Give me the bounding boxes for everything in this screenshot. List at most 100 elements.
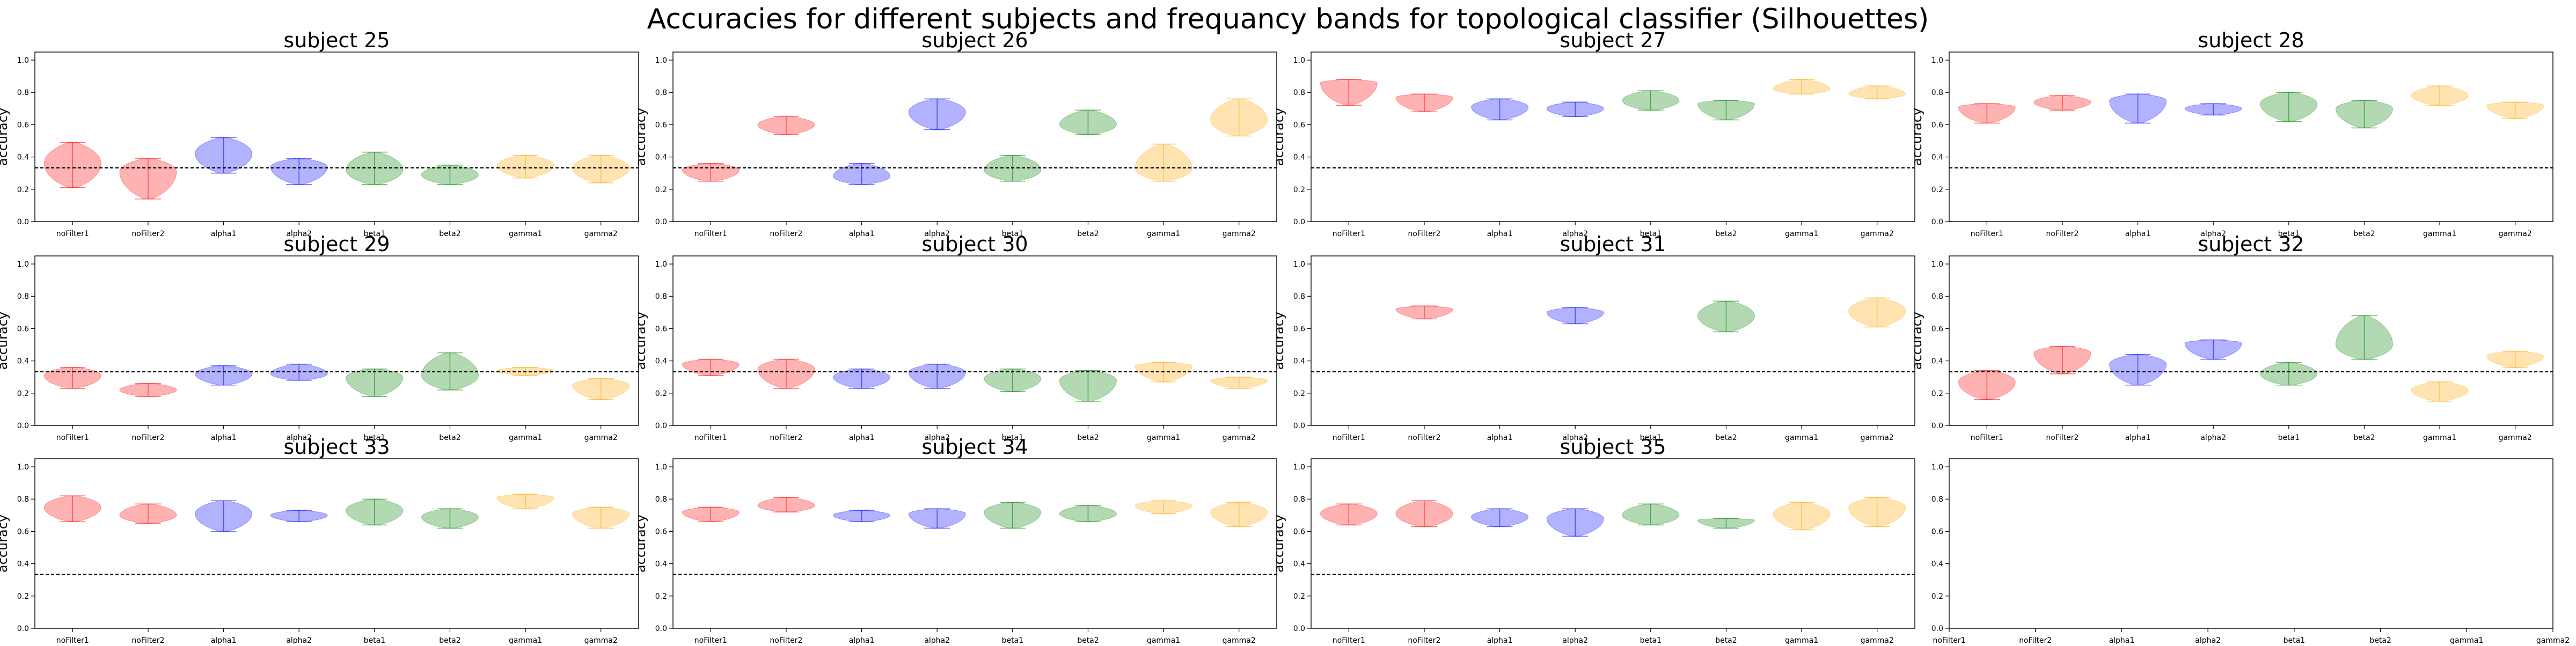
y-tick-label: 0.6 [17, 121, 29, 129]
y-tick-label: 1.0 [17, 56, 29, 65]
x-tick-label: alpha1 [2125, 230, 2151, 238]
y-tick-label: 1.0 [1931, 56, 1943, 65]
y-tick-label: 0.4 [1293, 560, 1305, 569]
x-tick-label: beta1 [1002, 230, 1023, 238]
y-tick-label: 1.0 [655, 56, 667, 65]
x-tick-label: beta2 [1715, 230, 1737, 238]
x-tick-label: gamma2 [584, 434, 618, 442]
y-tick-label: 0.4 [17, 357, 29, 366]
x-tick-label: gamma1 [1785, 230, 1818, 238]
x-tick-label: alpha1 [2125, 434, 2151, 442]
y-axis-label: accuracy [1271, 312, 1286, 370]
x-tick-label: alpha2 [2195, 636, 2221, 644]
subplot-title: subject 25 [283, 28, 390, 52]
x-tick-label: gamma1 [509, 434, 542, 442]
x-tick-label: beta1 [1002, 434, 1023, 442]
axes-frame [672, 52, 1277, 222]
x-tick-label: noFilter2 [770, 636, 802, 644]
y-tick-label: 0.4 [1293, 357, 1305, 366]
x-tick-label: gamma1 [2423, 434, 2456, 442]
y-tick-label: 1.0 [17, 463, 29, 472]
y-tick-label: 0.2 [17, 186, 29, 194]
x-tick-label: alpha2 [286, 636, 312, 644]
y-tick-label: 0.2 [1293, 592, 1305, 601]
y-tick-label: 0.6 [1293, 527, 1305, 536]
y-axis-label: accuracy [0, 515, 10, 572]
x-tick-label: gamma1 [2423, 230, 2456, 238]
x-tick-label: gamma1 [2450, 636, 2483, 644]
x-tick-label: gamma1 [1785, 434, 1818, 442]
y-tick-label: 1.0 [1293, 463, 1305, 472]
x-tick-label: gamma1 [1147, 230, 1180, 238]
x-tick-label: alpha2 [924, 434, 950, 442]
x-tick-label: noFilter2 [131, 230, 164, 238]
y-tick-label: 0.8 [1293, 89, 1305, 97]
subplot-title: subject 28 [2198, 28, 2304, 52]
y-axis-label: accuracy [633, 515, 648, 572]
x-tick-label: beta1 [2278, 434, 2300, 442]
subplot-11: 0.0 0.2 0.4 0.6 0.8 1.0 noFilter1 noFilter2 alph… [1931, 458, 2570, 645]
x-tick-label: beta2 [439, 434, 460, 442]
x-tick-label: noFilter1 [694, 230, 727, 238]
y-tick-label: 0.8 [1931, 495, 1943, 504]
axes-frame [672, 255, 1277, 426]
subplot-1: 0.0 0.2 0.4 0.6 0.8 1.0 noFilter1 noFilter2 alph… [633, 28, 1277, 238]
axes-frame [34, 458, 639, 629]
x-tick-label: alpha1 [1487, 434, 1513, 442]
y-tick-label: 0.0 [655, 422, 667, 430]
y-tick-label: 0.0 [17, 218, 29, 226]
x-tick-label: gamma1 [509, 230, 542, 238]
x-tick-label: gamma1 [509, 636, 542, 644]
subplot-2: 0.0 0.2 0.4 0.6 0.8 1.0 noFilter1 noFilter2 alph… [1271, 28, 1915, 238]
y-tick-label: 0.0 [1293, 422, 1305, 430]
y-tick-label: 0.8 [1293, 495, 1305, 504]
subplot-title: subject 34 [921, 435, 1028, 459]
x-tick-label: beta2 [439, 230, 460, 238]
y-tick-label: 0.2 [655, 592, 667, 601]
x-tick-label: beta2 [2353, 230, 2375, 238]
x-tick-label: noFilter2 [1408, 636, 1440, 644]
y-tick-label: 0.2 [17, 592, 29, 601]
subplot-5: 0.0 0.2 0.4 0.6 0.8 1.0 noFilter1 noFilter2 alph… [633, 232, 1277, 442]
y-tick-label: 0.2 [1931, 390, 1943, 398]
x-tick-label: beta1 [364, 230, 385, 238]
y-tick-label: 0.2 [1293, 186, 1305, 194]
subplot-title: subject 31 [1560, 232, 1666, 256]
y-tick-label: 0.6 [1931, 527, 1943, 536]
x-tick-label: alpha1 [1487, 636, 1513, 644]
y-tick-label: 1.0 [655, 463, 667, 472]
y-tick-label: 0.8 [17, 495, 29, 504]
y-tick-label: 0.0 [655, 625, 667, 633]
x-tick-label: beta2 [1077, 636, 1099, 644]
x-tick-label: gamma2 [1861, 230, 1894, 238]
x-tick-label: alpha2 [1562, 230, 1588, 238]
x-tick-label: noFilter1 [1971, 230, 2003, 238]
x-tick-label: noFilter1 [1333, 230, 1365, 238]
x-tick-label: beta2 [439, 636, 460, 644]
x-tick-label: noFilter2 [2019, 636, 2052, 644]
y-axis-label: accuracy [633, 108, 648, 166]
x-tick-label: alpha1 [211, 230, 237, 238]
x-tick-label: beta1 [1640, 434, 1662, 442]
subplot-title: subject 26 [921, 28, 1028, 52]
y-axis-label: accuracy [1271, 515, 1286, 572]
y-tick-label: 1.0 [1931, 463, 1943, 472]
y-tick-label: 0.8 [17, 292, 29, 301]
x-tick-label: noFilter2 [131, 434, 164, 442]
y-tick-label: 0.6 [655, 121, 667, 129]
y-tick-label: 0.4 [1931, 357, 1943, 366]
x-tick-label: gamma2 [1861, 636, 1894, 644]
x-tick-label: beta2 [2369, 636, 2391, 644]
y-tick-label: 0.6 [1931, 121, 1943, 129]
x-tick-label: noFilter2 [770, 230, 802, 238]
y-tick-label: 0.0 [1293, 218, 1305, 226]
y-tick-label: 0.4 [1931, 153, 1943, 162]
y-tick-label: 1.0 [1293, 260, 1305, 269]
x-tick-label: beta1 [364, 434, 385, 442]
x-tick-label: alpha2 [286, 230, 312, 238]
y-tick-label: 0.6 [655, 527, 667, 536]
x-tick-label: alpha1 [1487, 230, 1513, 238]
x-tick-label: beta2 [1715, 434, 1737, 442]
